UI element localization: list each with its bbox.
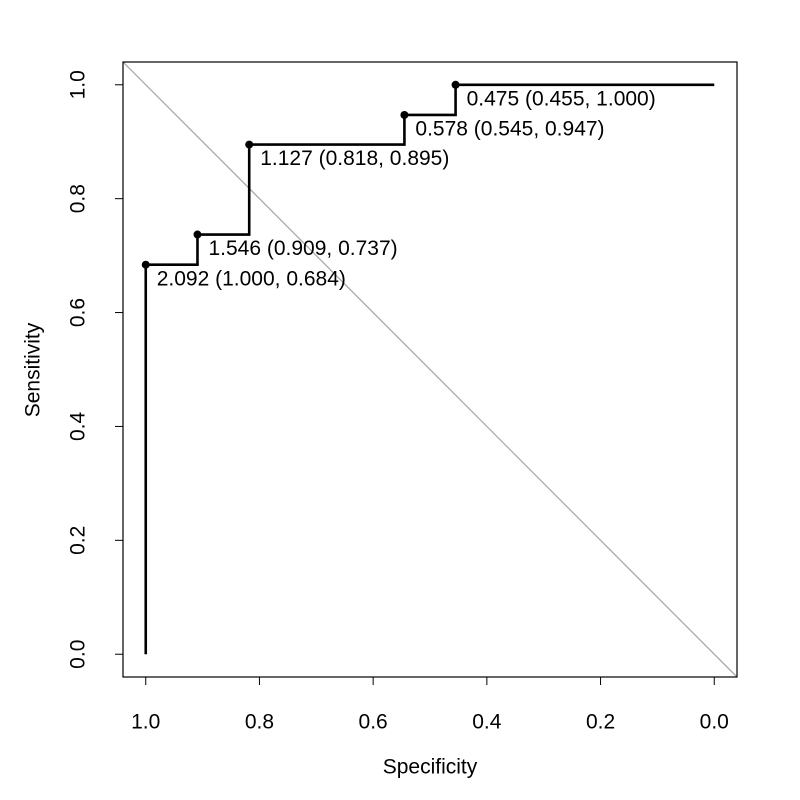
diagonal (122, 61, 738, 678)
threshold-label: 0.578 (0.545, 0.947) (415, 118, 604, 141)
x-tick-label: 0.2 (586, 711, 615, 734)
y-tick-label: 0.2 (67, 526, 90, 555)
threshold-label: 0.475 (0.455, 1.000) (467, 87, 656, 110)
x-tick-label: 0.0 (700, 711, 729, 734)
y-axis-label: Sensitivity (22, 322, 45, 417)
threshold-label: 1.546 (0.909, 0.737) (208, 237, 397, 260)
threshold-label: 1.127 (0.818, 0.895) (260, 147, 449, 170)
threshold-point (400, 110, 409, 119)
x-tick-label: 0.4 (472, 711, 502, 734)
y-tick-label: 0.8 (67, 184, 90, 213)
threshold-point (141, 260, 150, 269)
threshold-point (245, 140, 254, 149)
threshold-point (193, 230, 202, 239)
threshold-point (451, 80, 460, 89)
x-tick-label: 1.0 (131, 711, 160, 734)
y-tick-label: 0.0 (67, 640, 90, 669)
y-tick-label: 1.0 (67, 70, 90, 99)
y-tick-label: 0.4 (67, 412, 90, 442)
y-tick-label: 0.6 (67, 298, 90, 327)
x-axis-label: Specificity (383, 756, 478, 779)
x-tick-label: 0.6 (359, 711, 388, 734)
x-tick-label: 0.8 (245, 711, 274, 734)
threshold-label: 2.092 (1.000, 0.684) (157, 267, 346, 290)
